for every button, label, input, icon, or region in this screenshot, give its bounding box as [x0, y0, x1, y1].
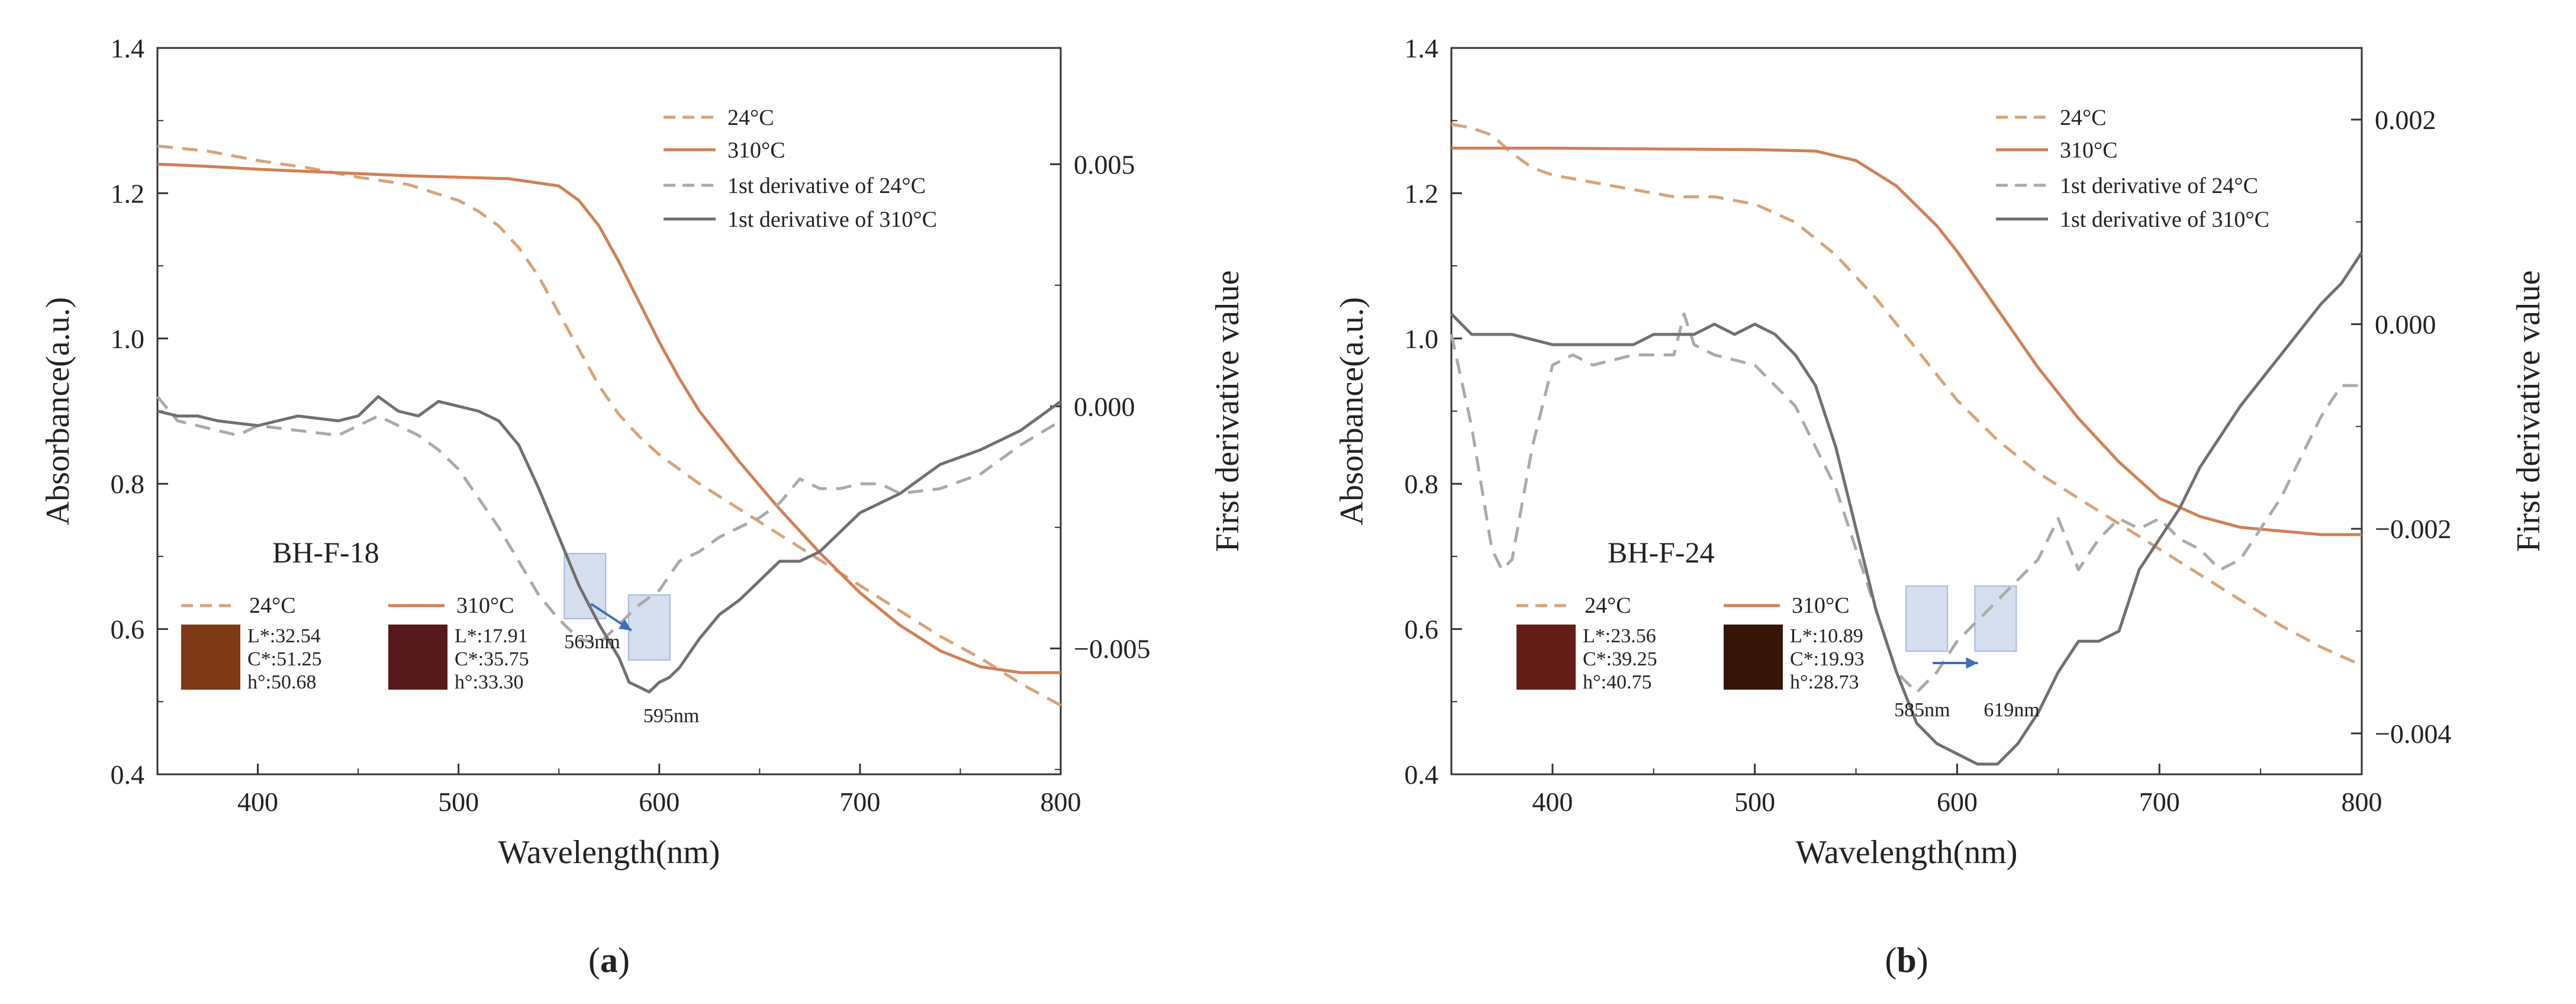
color-value: h°:28.73: [1790, 671, 1859, 693]
peak-label: 585nm: [1894, 699, 1950, 721]
y-axis-title: Absorbance(a.u.): [1334, 297, 1370, 526]
legend-label: 310°C: [727, 138, 785, 163]
color-value: h°:33.30: [455, 671, 524, 693]
chart-panel-b: 400 500 600 700 800 0.4 0.6 0.8 1.0 1.2 1.4 0.002 0.…: [1334, 33, 2547, 980]
panel-label: (a): [588, 941, 630, 980]
y2-tick-label: 0.000: [2375, 310, 2436, 340]
color-value: L*:10.89: [1790, 625, 1863, 647]
x-tick-label: 400: [237, 787, 278, 817]
legend-label: 1st derivative of 310°C: [2060, 207, 2269, 232]
y-tick-label: 0.4: [1405, 760, 1439, 790]
series-line-3: [157, 395, 1062, 694]
peak-highlight-box: [1974, 585, 2017, 652]
y-tick-label: 1.0: [111, 324, 145, 354]
x-tick-label: 800: [1041, 787, 1081, 817]
color-swatch-310c: [1724, 625, 1783, 690]
peak-label: 595nm: [643, 705, 699, 727]
x-tick-label: 700: [2139, 787, 2180, 817]
x-tick-label: 500: [1734, 787, 1775, 817]
color-value: h°:40.75: [1583, 671, 1652, 693]
legend-label: 1st derivative of 310°C: [727, 207, 937, 232]
color-value: C*:19.93: [1790, 648, 1865, 670]
legend-label: 24°C: [727, 105, 774, 130]
x-tick-label: 800: [2342, 787, 2382, 817]
y2-axis-title: First derivative value: [1209, 271, 1246, 552]
peak-label: 619nm: [1983, 699, 2039, 721]
y2-axis-title: First derivative value: [2510, 271, 2547, 552]
sample-title: BH-F-24: [1608, 536, 1715, 569]
chart-panel-a: 400 500 600 700 800 0.4 0.6 0.8 1.0 1.2 1.4 0.005 0.…: [40, 33, 1246, 980]
sample-title: BH-F-18: [272, 536, 379, 569]
inset-legend-label: 24°C: [1585, 593, 1631, 618]
series-line-2: [156, 395, 1062, 645]
y-tick-label: 0.6: [111, 614, 145, 645]
x-axis-title: Wavelength(nm): [498, 834, 720, 871]
x-tick-label: 500: [438, 787, 479, 817]
x-axis-title: Wavelength(nm): [1796, 834, 2018, 871]
series-line-1: [157, 162, 1061, 674]
y-tick-label: 1.2: [1405, 178, 1439, 208]
inset-legend-label: 24°C: [249, 593, 296, 618]
shift-arrow-head: [1966, 657, 1978, 669]
y2-tick-label: 0.002: [2375, 105, 2436, 135]
y-axis-title: Absorbance(a.u.): [40, 297, 76, 526]
series-line-2: [1450, 312, 2362, 694]
panel-label: (b): [1885, 941, 1928, 980]
y2-tick-label: −0.004: [2375, 719, 2451, 749]
y2-tick-label: 0.000: [1074, 391, 1135, 421]
color-swatch-24c: [181, 625, 240, 690]
y-tick-label: 0.4: [111, 760, 145, 790]
color-value: L*:23.56: [1583, 625, 1656, 647]
series-line-3: [1450, 252, 2364, 766]
y-tick-label: 0.8: [1405, 469, 1439, 499]
inset-legend-label: 310°C: [456, 593, 514, 618]
x-tick-label: 700: [839, 787, 880, 817]
y2-tick-label: 0.005: [1074, 149, 1135, 179]
y-tick-label: 1.4: [1405, 33, 1439, 63]
color-swatch-24c: [1516, 625, 1576, 690]
peak-highlight-box: [1905, 585, 1949, 652]
y-tick-label: 1.0: [1405, 324, 1439, 354]
y2-tick-label: −0.002: [2375, 514, 2451, 544]
color-swatch-310c: [388, 625, 447, 690]
series-line-0: [1451, 123, 2363, 667]
shift-arrow-head: [619, 619, 632, 630]
y-tick-label: 0.8: [111, 469, 145, 499]
y2-tick-label: −0.005: [1074, 633, 1150, 664]
legend-label: 1st derivative of 24°C: [2060, 173, 2258, 198]
color-value: h°:50.68: [247, 671, 317, 693]
series-line-1: [1451, 146, 2362, 536]
color-value: L*:17.91: [455, 625, 528, 647]
y-tick-label: 1.2: [111, 178, 145, 208]
legend-label: 310°C: [2060, 138, 2118, 163]
series-line-0: [157, 144, 1062, 707]
inset-legend-label: 310°C: [1792, 593, 1850, 618]
x-tick-label: 400: [1532, 787, 1573, 817]
color-value: C*:39.25: [1583, 648, 1657, 670]
legend-label: 1st derivative of 24°C: [727, 173, 926, 198]
y-tick-label: 1.4: [111, 33, 145, 63]
peak-label: 563nm: [564, 631, 620, 653]
legend-label: 24°C: [2060, 105, 2107, 130]
x-tick-label: 600: [639, 787, 680, 817]
x-tick-label: 600: [1937, 787, 1978, 817]
color-value: C*:35.75: [455, 648, 529, 670]
peak-highlight-box: [627, 594, 671, 661]
y-tick-label: 0.6: [1405, 614, 1439, 645]
color-value: L*:32.54: [247, 625, 321, 647]
color-value: C*:51.25: [247, 648, 322, 670]
